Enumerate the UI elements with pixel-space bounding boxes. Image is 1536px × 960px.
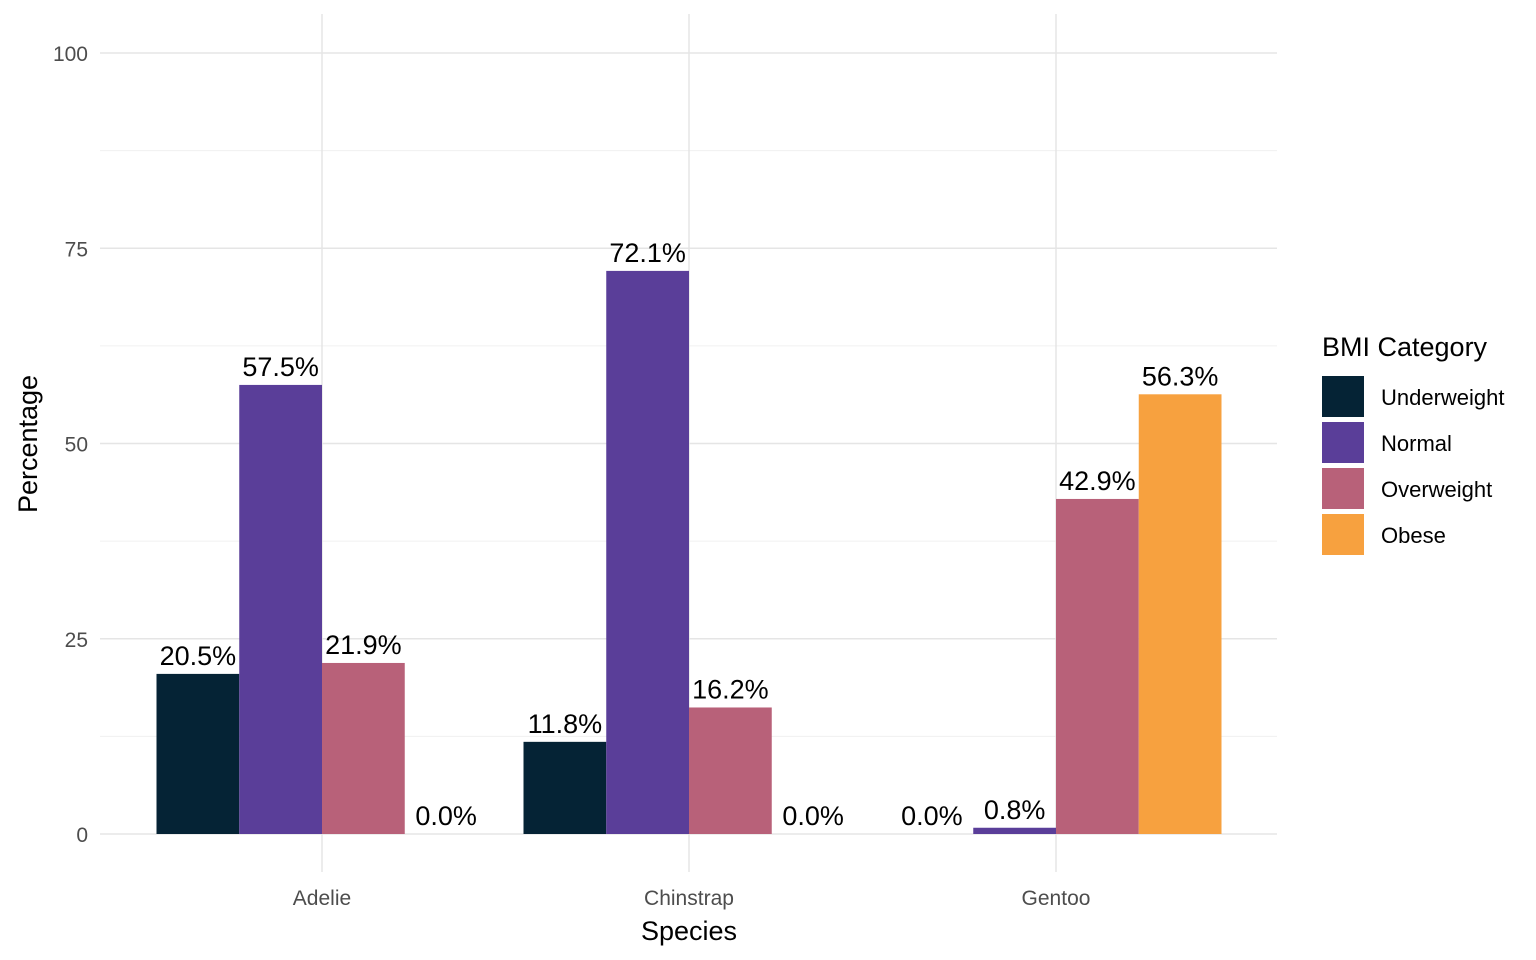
data-label: 57.5% <box>242 352 319 382</box>
bar-underweight-adelie <box>156 673 240 834</box>
x-tick-label: Gentoo <box>1022 887 1091 910</box>
legend-key-obese <box>1322 514 1364 555</box>
x-tick-label: Adelie <box>293 887 351 910</box>
data-label: 0.8% <box>984 795 1046 825</box>
bar-overweight-chinstrap <box>689 707 772 834</box>
y-axis-title: Percentage <box>13 375 43 513</box>
y-tick-label: 100 <box>53 43 88 66</box>
legend-key-overweight <box>1322 468 1364 509</box>
bar-overweight-adelie <box>322 662 405 834</box>
bar-underweight-chinstrap <box>523 741 607 834</box>
legend-title: BMI Category <box>1322 332 1488 362</box>
legend-label: Underweight <box>1381 385 1505 410</box>
bar-overweight-gentoo <box>1056 498 1139 834</box>
x-tick-label: Chinstrap <box>644 887 734 910</box>
data-label: 0.0% <box>415 801 477 831</box>
data-label: 0.0% <box>901 801 963 831</box>
data-label: 21.9% <box>325 630 402 660</box>
bar-normal-adelie <box>239 384 322 834</box>
data-label: 56.3% <box>1142 361 1219 391</box>
y-tick-label: 75 <box>65 238 88 261</box>
legend-label: Obese <box>1381 523 1446 548</box>
data-label: 16.2% <box>692 674 769 704</box>
y-tick-label: 25 <box>65 629 88 652</box>
legend-label: Overweight <box>1381 477 1492 502</box>
legend: Underweight Normal Overweight Obese <box>1322 376 1505 555</box>
data-label: 42.9% <box>1059 466 1136 496</box>
legend-key-normal <box>1322 422 1364 463</box>
bar-obese-gentoo <box>1138 394 1222 834</box>
legend-key-underweight <box>1322 376 1364 417</box>
legend-label: Normal <box>1381 431 1452 456</box>
data-label: 72.1% <box>609 238 686 268</box>
data-label: 20.5% <box>160 641 237 671</box>
y-tick-label: 50 <box>65 434 88 457</box>
data-label: 0.0% <box>782 801 844 831</box>
bar-normal-chinstrap <box>606 270 689 834</box>
y-tick-label: 0 <box>76 824 88 847</box>
data-label: 11.8% <box>528 709 603 739</box>
x-axis-title: Species <box>641 916 737 946</box>
bar-normal-gentoo <box>973 827 1056 834</box>
